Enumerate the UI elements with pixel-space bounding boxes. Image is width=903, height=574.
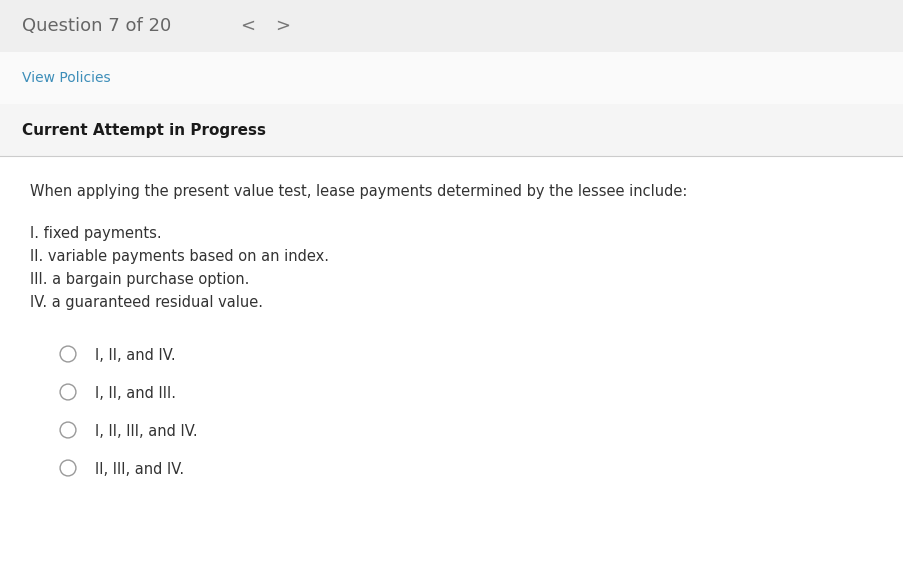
Text: I, II, and IV.: I, II, and IV. bbox=[95, 348, 175, 363]
Text: I, II, III, and IV.: I, II, III, and IV. bbox=[95, 424, 198, 439]
Point bbox=[61, 387, 75, 397]
Text: III. a bargain purchase option.: III. a bargain purchase option. bbox=[30, 272, 249, 287]
Text: >: > bbox=[275, 17, 290, 35]
Text: IV. a guaranteed residual value.: IV. a guaranteed residual value. bbox=[30, 295, 263, 310]
Text: II, III, and IV.: II, III, and IV. bbox=[95, 462, 184, 477]
Text: Current Attempt in Progress: Current Attempt in Progress bbox=[22, 122, 265, 138]
Text: I, II, and III.: I, II, and III. bbox=[95, 386, 176, 401]
Bar bbox=[0, 52, 903, 104]
Text: II. variable payments based on an index.: II. variable payments based on an index. bbox=[30, 249, 329, 264]
Text: Question 7 of 20: Question 7 of 20 bbox=[22, 17, 171, 35]
Bar bbox=[0, 0, 903, 52]
Point bbox=[61, 425, 75, 435]
Bar bbox=[0, 104, 903, 156]
Point bbox=[61, 350, 75, 359]
Point bbox=[61, 463, 75, 472]
Text: When applying the present value test, lease payments determined by the lessee in: When applying the present value test, le… bbox=[30, 184, 686, 199]
Text: I. fixed payments.: I. fixed payments. bbox=[30, 226, 162, 241]
Text: View Policies: View Policies bbox=[22, 71, 110, 85]
Bar bbox=[0, 156, 903, 574]
Text: <: < bbox=[239, 17, 255, 35]
